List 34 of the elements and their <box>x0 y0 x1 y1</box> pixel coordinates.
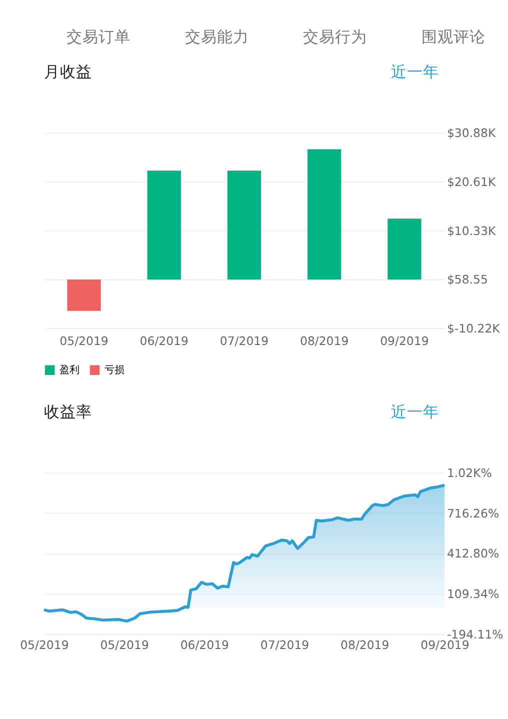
text: 交易订单 <box>66 26 130 46</box>
x-tick-label: 08/2019 <box>340 638 390 652</box>
x-tick-label: 05/2019 <box>20 638 69 652</box>
y-tick-label: 109.34% <box>446 586 500 601</box>
y-tick-label: 716.26% <box>446 506 500 520</box>
y-tick-label: $58.55 <box>446 272 488 287</box>
bar <box>227 170 262 280</box>
legend-label: 盈利 <box>60 364 80 376</box>
x-tick-label: 08/2019 <box>300 334 349 348</box>
y-tick-label: 1.02K% <box>446 466 492 480</box>
text: 交易能力 <box>184 26 249 46</box>
bar <box>67 279 101 311</box>
legend-label: 亏损 <box>104 364 125 376</box>
text: 交易行为 <box>303 26 368 46</box>
text: 近一年 <box>390 62 439 82</box>
chart-title: 收益率 <box>44 402 92 421</box>
y-tick-label: $20.61K <box>446 174 496 189</box>
text: 围观评论 <box>422 26 486 46</box>
chart-title: 月收益 <box>44 62 92 82</box>
y-tick-label: $30.88K <box>446 126 496 140</box>
y-tick-label: $-10.22K <box>446 321 500 336</box>
x-tick-label: 07/2019 <box>260 638 310 652</box>
x-tick-label: 07/2019 <box>220 334 269 348</box>
y-tick-label: 412.80% <box>446 546 500 561</box>
bar <box>147 170 181 280</box>
y-tick-label: $10.33K <box>446 224 496 238</box>
text: 近一年 <box>390 402 439 421</box>
bar <box>388 218 422 280</box>
x-tick-label: 09/2019 <box>380 334 429 348</box>
x-tick-label: 06/2019 <box>140 334 188 348</box>
x-tick-label: 05/2019 <box>60 334 108 348</box>
x-tick-label: 05/2019 <box>100 638 149 652</box>
x-tick-label: 06/2019 <box>180 638 230 652</box>
bar <box>308 149 342 280</box>
